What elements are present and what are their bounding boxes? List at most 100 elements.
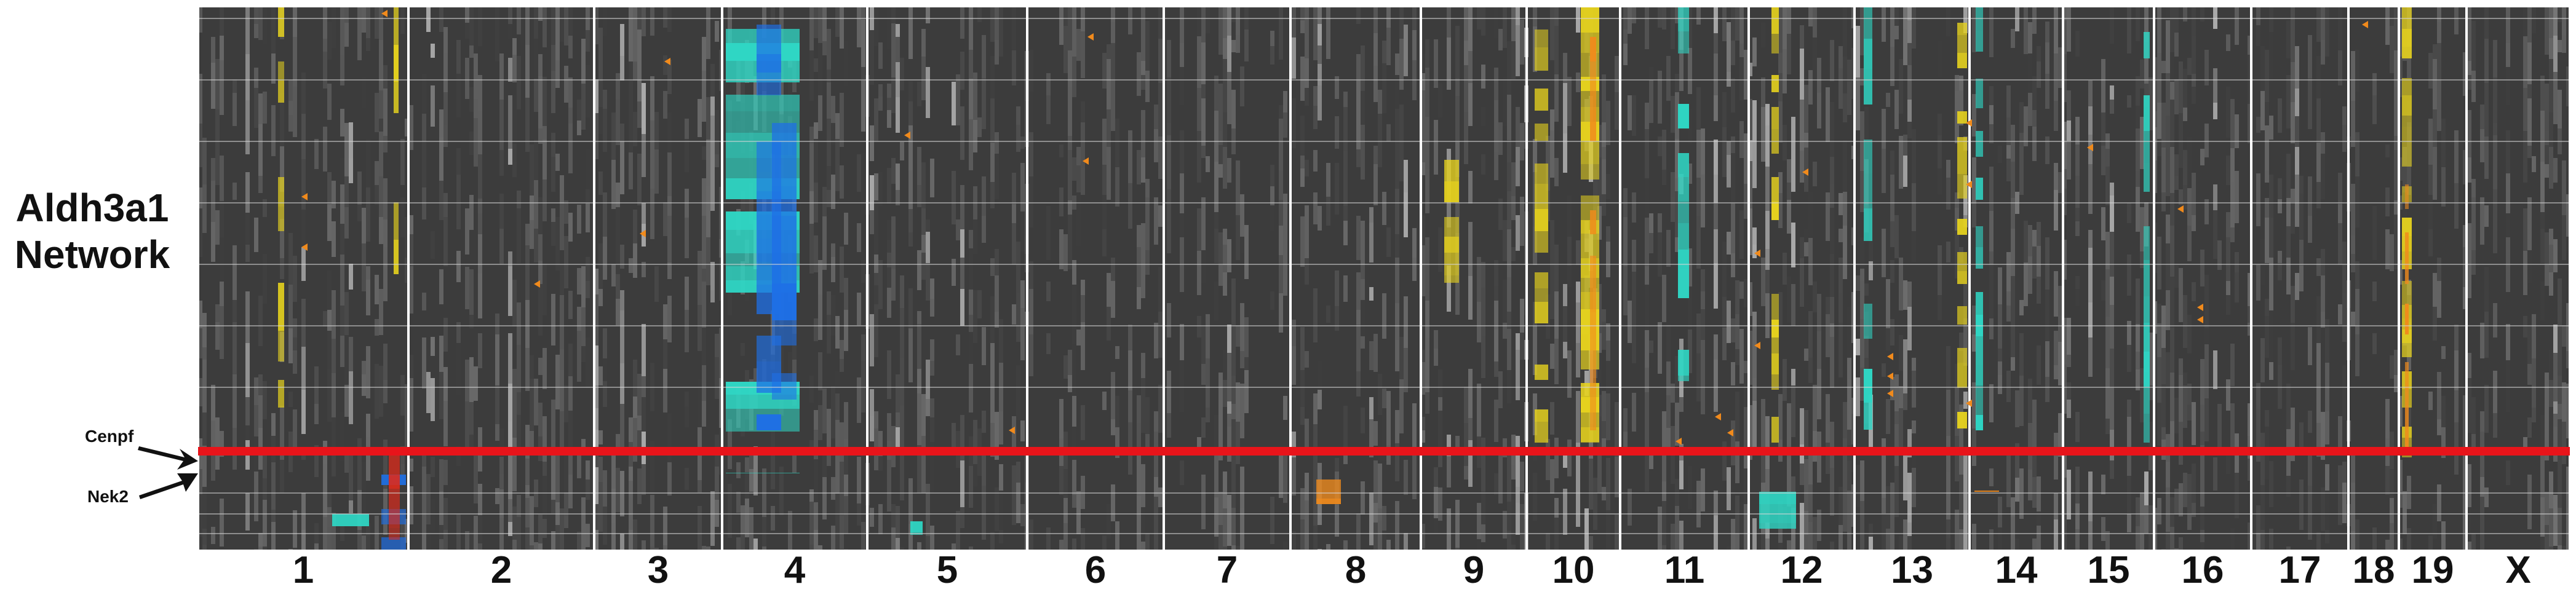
heatmap-cell — [560, 411, 564, 449]
heatmap-cell — [1662, 545, 1666, 550]
heatmap-cell — [2170, 497, 2174, 527]
heatmap-cell — [2217, 404, 2222, 450]
heatmap-cell — [844, 475, 848, 496]
heatmap-cell — [1318, 45, 1322, 64]
heatmap-cell — [844, 549, 848, 550]
heatmap-cell — [2316, 423, 2321, 457]
heatmap-cell — [340, 255, 344, 306]
heatmap-cell — [1244, 357, 1249, 370]
heatmap-cell — [1882, 229, 1886, 277]
heatmap-cell — [469, 45, 474, 58]
heatmap-cell — [2433, 240, 2437, 273]
heatmap-cell — [1201, 197, 1206, 250]
heatmap-cell — [2161, 103, 2166, 148]
heatmap-cell — [969, 7, 973, 50]
heatmap-cell — [1455, 96, 1460, 142]
heatmap-cell — [1111, 281, 1115, 318]
heatmap-cell — [1425, 237, 1429, 275]
heatmap-cell — [1778, 292, 1783, 325]
heatmap-cell — [1602, 74, 1606, 122]
heatmap-cell — [2166, 149, 2170, 196]
heatmap-cell — [2075, 176, 2080, 208]
heatmap-cell — [1722, 7, 1727, 41]
heatmap-cell — [1068, 215, 1072, 269]
heatmap-cell — [1227, 72, 1231, 124]
heatmap-cell — [611, 489, 616, 523]
heatmap-cell — [1318, 64, 1322, 85]
heatmap-cell — [314, 404, 319, 424]
heatmap-cell — [594, 454, 598, 467]
heatmap-cell — [1481, 438, 1485, 492]
heatmap-cell — [2088, 537, 2093, 550]
heatmap-cell — [2390, 523, 2394, 550]
heatmap-cell — [1817, 58, 1821, 93]
heatmap-cell — [1072, 427, 1076, 460]
heatmap-cell — [1107, 44, 1111, 59]
heatmap-cell — [2558, 322, 2562, 376]
heatmap-cell — [1438, 487, 1442, 521]
heatmap-cell — [1722, 441, 1727, 481]
heatmap-cell — [1399, 39, 1404, 90]
heatmap-cell — [831, 386, 835, 438]
heatmap-cell — [1864, 369, 1872, 403]
heatmap-cell — [525, 527, 530, 550]
heatmap-cell — [726, 95, 800, 111]
heatmap-cell — [2088, 248, 2093, 302]
heatmap-cell — [1563, 53, 1567, 83]
heatmap-cell — [577, 447, 581, 478]
heatmap-cell — [1813, 431, 1817, 462]
heatmap-cell — [2166, 215, 2170, 243]
heatmap-cell — [1279, 170, 1283, 200]
heatmap-cell — [2166, 243, 2170, 290]
heatmap-cell — [1688, 286, 1692, 330]
heatmap-cell — [2558, 40, 2562, 52]
heatmap-cell — [706, 7, 710, 59]
heatmap-cell — [728, 315, 732, 358]
heatmap-cell — [362, 243, 366, 291]
heatmap-cell — [1434, 120, 1438, 175]
heatmap-cell — [2226, 379, 2230, 411]
heatmap-cell — [1197, 437, 1201, 451]
heatmap-cell — [2187, 474, 2192, 515]
heatmap-cell — [301, 73, 306, 114]
heatmap-cell — [271, 522, 276, 550]
heatmap-cell — [263, 254, 267, 304]
heatmap-cell — [2213, 184, 2217, 210]
heatmap-cell — [1649, 213, 1653, 233]
heatmap-cell — [728, 419, 732, 469]
heatmap-cell — [1678, 104, 1689, 128]
heatmap-cell — [469, 402, 474, 435]
heatmap-cell — [926, 399, 930, 416]
heatmap-cell — [2402, 281, 2412, 305]
heatmap-cell — [1963, 7, 1968, 33]
heatmap-cell — [1843, 438, 1847, 489]
heatmap-cell — [1727, 141, 1731, 155]
heatmap-cell — [1658, 7, 1662, 28]
heatmap-cell — [1335, 306, 1339, 331]
heatmap-cell — [465, 208, 469, 255]
heatmap-cell — [2174, 154, 2179, 176]
heatmap-cell — [1727, 301, 1731, 343]
heatmap-cell — [1068, 200, 1072, 215]
heatmap-cell — [745, 457, 749, 472]
heatmap-cell — [1128, 183, 1132, 229]
heatmap-cell — [1752, 100, 1757, 142]
heatmap-cell — [611, 451, 616, 489]
heatmap-cell — [921, 253, 926, 280]
heatmap-cell — [1744, 50, 1748, 100]
heatmap-cell — [1714, 140, 1718, 175]
heatmap-cell — [1731, 136, 1735, 153]
heatmap-cell — [736, 492, 741, 513]
heatmap-cell — [1455, 548, 1460, 550]
heatmap-cell — [1361, 300, 1365, 336]
heatmap-cell — [788, 529, 792, 550]
heatmap-cell — [2062, 189, 2067, 215]
heatmap-cell — [1976, 7, 1983, 31]
heatmap-cell — [2484, 7, 2489, 39]
chromosome-label-9: 9 — [1463, 549, 1485, 591]
heatmap-cell — [2428, 535, 2433, 550]
heatmap-cell — [1860, 368, 1864, 401]
heatmap-cell — [1662, 481, 1666, 501]
heatmap-cell — [1554, 245, 1559, 291]
heatmap-cell — [2398, 495, 2403, 508]
